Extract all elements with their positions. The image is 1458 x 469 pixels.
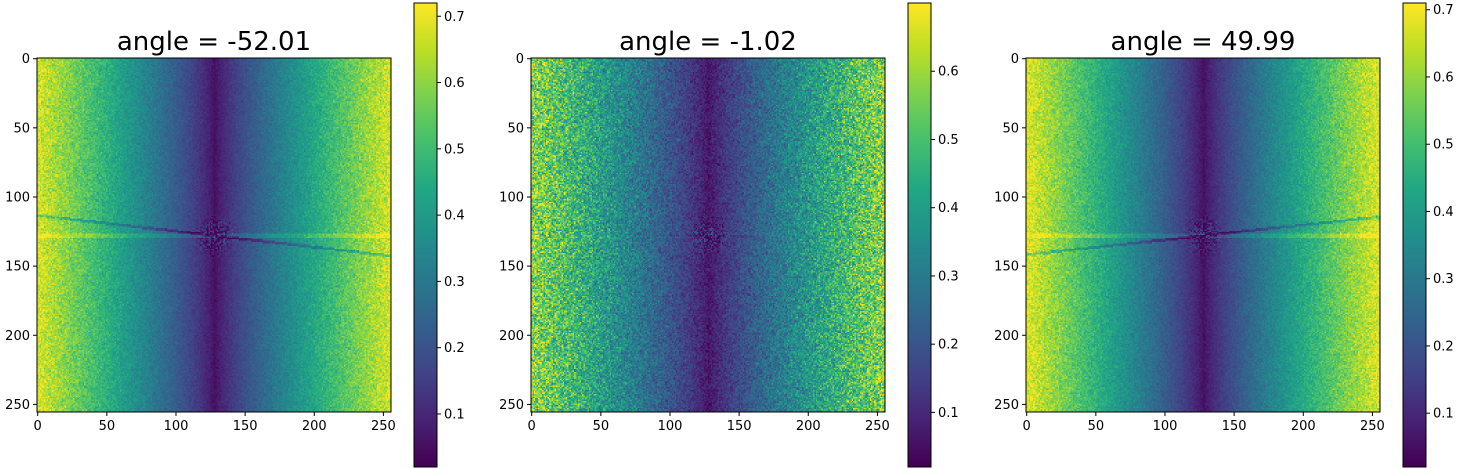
y-tick-label: 0	[1011, 52, 1019, 67]
y-tick-label: 100	[499, 190, 524, 205]
colorbar	[1403, 3, 1426, 467]
colorbar-tick-label: 0.6	[444, 76, 465, 91]
y-tick-label: 250	[5, 398, 30, 413]
y-tick-label: 200	[994, 329, 1019, 344]
y-tick-label: 150	[994, 260, 1019, 275]
y-tick-label: 200	[5, 329, 30, 344]
colorbar-tick-label: 0.1	[1433, 407, 1454, 422]
subplot-2: angle = -1.02 0 50 100 150 200 250 0 50 100 150 200…	[499, 2, 959, 468]
colorbar-tick-label: 0.6	[938, 65, 959, 80]
y-tick-label: 100	[5, 190, 30, 205]
x-tick-label: 150	[1222, 419, 1247, 434]
colorbar-tick-label: 0.2	[444, 341, 465, 356]
x-tick-label: 250	[865, 419, 890, 434]
subplot-title: angle = -1.02	[619, 27, 797, 57]
y-tick-label: 50	[507, 121, 524, 136]
colorbar	[908, 3, 931, 467]
heatmap-image	[1026, 58, 1380, 412]
colorbar-tick-label: 0.5	[1433, 138, 1454, 153]
x-tick-label: 150	[727, 419, 752, 434]
y-tick-label: 200	[499, 329, 524, 344]
axes-frame	[1025, 57, 1381, 413]
colorbar-tick-label: 0.1	[938, 406, 959, 421]
x-tick-label: 200	[302, 419, 327, 434]
subplot-3: angle = 49.99 0 50 100 150 200 250 0 50 100 150 200…	[994, 2, 1454, 468]
colorbar-tick-label: 0.4	[1433, 205, 1454, 220]
colorbar-frame	[907, 2, 932, 468]
colorbar-tick-label: 0.2	[938, 338, 959, 353]
y-tick-label: 150	[5, 260, 30, 275]
x-tick-label: 50	[99, 419, 116, 434]
x-tick-label: 200	[1291, 419, 1316, 434]
y-tick-label: 250	[994, 398, 1019, 413]
x-tick-label: 200	[796, 419, 821, 434]
colorbar-tick-label: 0.2	[1433, 339, 1454, 354]
colorbar-tick-label: 0.3	[938, 269, 959, 284]
x-tick-label: 100	[164, 419, 189, 434]
y-tick-label: 50	[1002, 121, 1019, 136]
colorbar-frame	[1402, 2, 1427, 468]
y-tick-label: 50	[13, 121, 30, 136]
y-tick-label: 150	[499, 260, 524, 275]
x-tick-label: 250	[371, 419, 396, 434]
subplot-title: angle = 49.99	[1111, 27, 1296, 57]
x-tick-label: 100	[1153, 419, 1178, 434]
colorbar-tick-label: 0.5	[444, 142, 465, 157]
colorbar-tick-label: 0.4	[938, 201, 959, 216]
colorbar-tick-label: 0.7	[444, 10, 465, 25]
x-tick-label: 50	[1088, 419, 1105, 434]
x-tick-label: 150	[233, 419, 258, 434]
heatmap-image	[37, 58, 391, 412]
heatmap-image	[531, 58, 885, 412]
axes-frame	[36, 57, 392, 413]
y-tick-label: 0	[22, 52, 30, 67]
colorbar-tick-label: 0.3	[1433, 272, 1454, 287]
y-tick-label: 100	[994, 190, 1019, 205]
colorbar-frame	[413, 2, 438, 468]
y-tick-label: 250	[499, 398, 524, 413]
subplot-1: angle = -52.01 0 50 100 150 200 250 0 50 100 150 20…	[5, 2, 465, 468]
x-tick-label: 0	[1023, 419, 1031, 434]
colorbar-tick-label: 0.1	[444, 407, 465, 422]
axes-frame	[530, 57, 886, 413]
x-tick-label: 0	[34, 419, 42, 434]
colorbar-tick-label: 0.4	[444, 209, 465, 224]
x-tick-label: 0	[528, 419, 536, 434]
x-tick-label: 100	[658, 419, 683, 434]
colorbar	[414, 3, 437, 467]
y-tick-label: 0	[516, 52, 524, 67]
subplot-title: angle = -52.01	[117, 27, 311, 57]
x-tick-label: 250	[1360, 419, 1385, 434]
colorbar-tick-label: 0.6	[1433, 70, 1454, 85]
colorbar-tick-label: 0.7	[1433, 3, 1454, 18]
colorbar-tick-label: 0.3	[444, 275, 465, 290]
colorbar-tick-label: 0.5	[938, 133, 959, 148]
x-tick-label: 50	[593, 419, 610, 434]
